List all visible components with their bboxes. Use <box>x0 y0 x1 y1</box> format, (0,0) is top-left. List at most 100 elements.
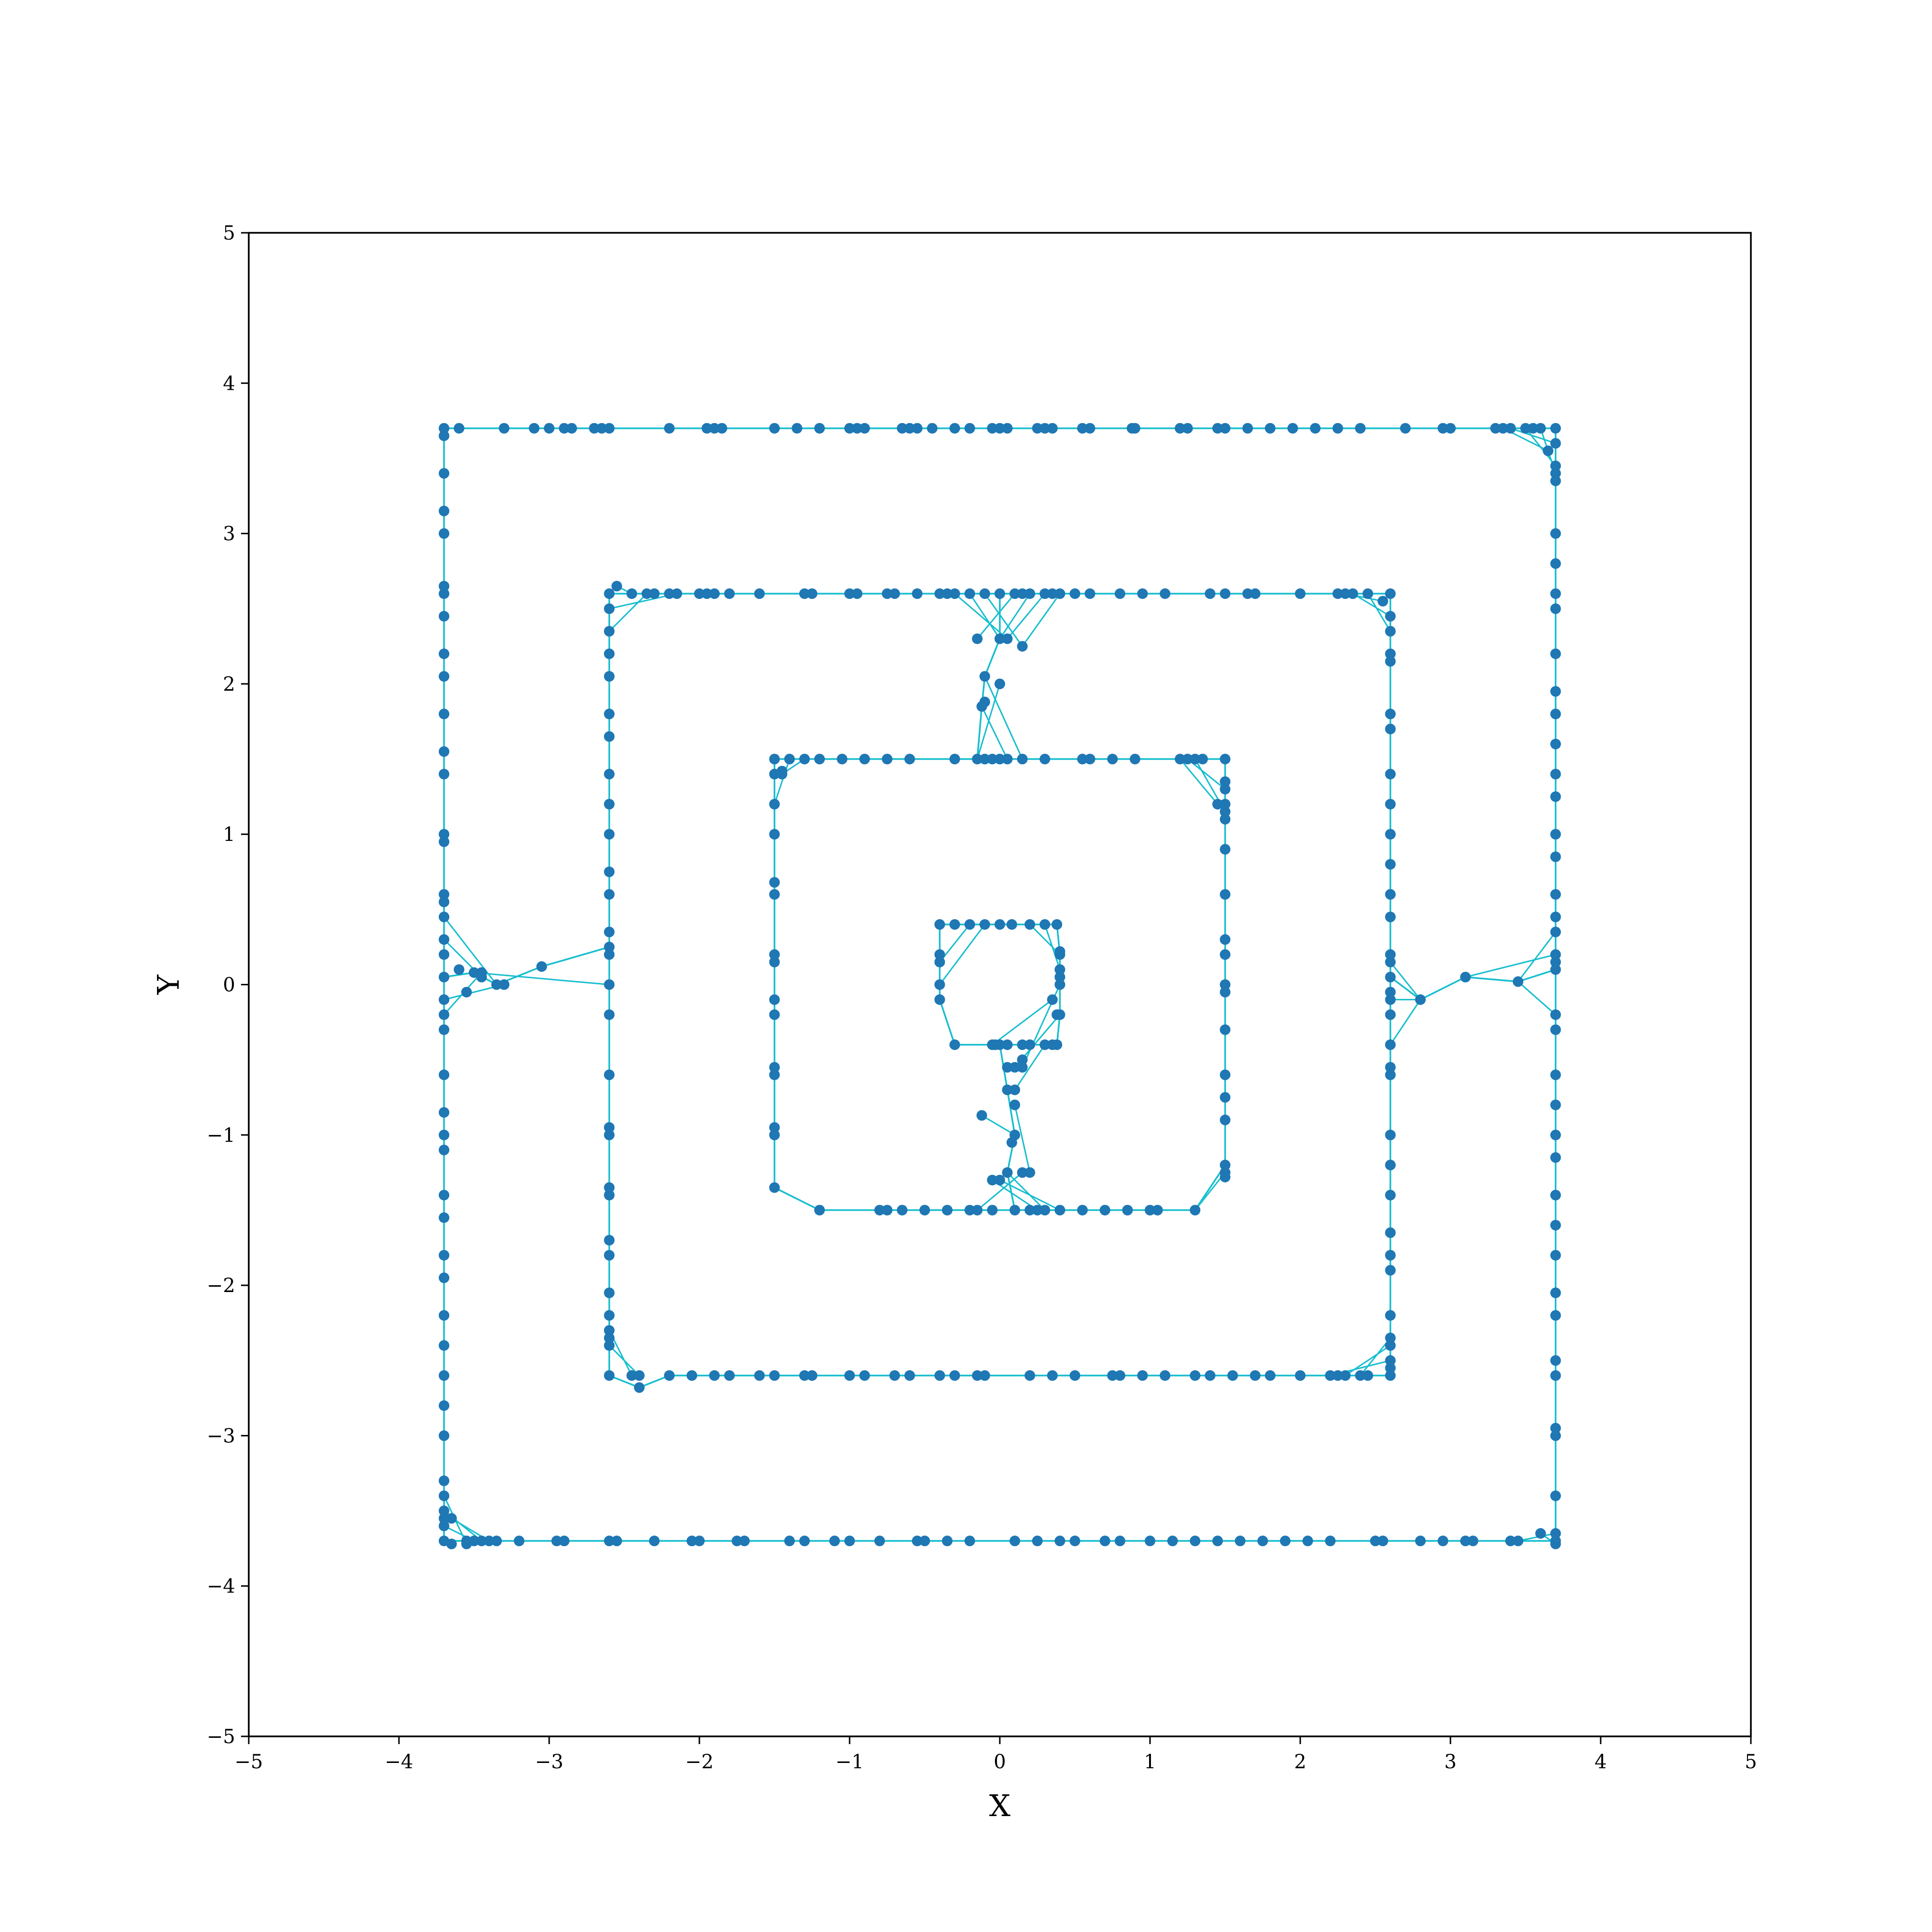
data-point <box>1550 1490 1561 1501</box>
data-point <box>439 836 450 847</box>
data-point <box>709 423 720 434</box>
points-layer <box>439 423 1561 1549</box>
data-point <box>701 588 712 599</box>
y-tick-label: −2 <box>207 1275 235 1297</box>
data-point <box>439 1069 450 1080</box>
data-point <box>1385 1190 1396 1201</box>
data-point <box>611 581 622 592</box>
data-point <box>1220 783 1231 795</box>
data-point <box>604 1190 615 1201</box>
data-point <box>1069 1370 1080 1381</box>
edge-path-outer <box>443 427 1557 1542</box>
data-point <box>1400 423 1411 434</box>
data-point <box>604 603 615 614</box>
data-point <box>649 588 660 599</box>
data-point <box>1077 423 1088 434</box>
data-point <box>1009 1205 1021 1216</box>
data-point <box>1550 1250 1561 1261</box>
data-point <box>1054 979 1065 990</box>
data-point <box>814 423 825 434</box>
data-point <box>1002 1084 1013 1095</box>
data-point <box>604 731 615 742</box>
data-point <box>1385 724 1396 735</box>
data-point <box>1077 1205 1088 1216</box>
edge-line <box>1022 593 1061 647</box>
data-point <box>769 829 780 840</box>
data-point <box>1242 588 1253 599</box>
data-point <box>604 979 615 990</box>
data-point <box>1467 1535 1478 1547</box>
data-point <box>1385 709 1396 720</box>
data-point <box>1445 423 1456 434</box>
data-point <box>1002 753 1013 765</box>
data-point <box>461 1538 472 1549</box>
data-point <box>1460 971 1471 982</box>
data-point <box>987 1205 998 1216</box>
data-point <box>491 979 502 990</box>
data-point <box>1099 1205 1110 1216</box>
data-point <box>604 1069 615 1080</box>
data-point <box>1550 1069 1561 1080</box>
data-point <box>754 1370 765 1381</box>
data-point <box>1024 588 1036 599</box>
data-point <box>1051 1009 1063 1020</box>
data-point <box>934 588 945 599</box>
data-point <box>1550 1370 1561 1381</box>
data-point <box>1017 588 1028 599</box>
data-point <box>1220 987 1231 998</box>
data-point <box>604 1310 615 1321</box>
data-point <box>439 934 450 945</box>
data-point <box>1310 423 1321 434</box>
data-point <box>454 423 465 434</box>
edge-line <box>999 593 1031 639</box>
data-point <box>589 423 600 434</box>
data-point <box>439 1009 450 1020</box>
edge-line <box>1007 593 1046 639</box>
data-point <box>1220 1167 1231 1178</box>
data-point <box>1332 423 1343 434</box>
data-point <box>881 1205 893 1216</box>
edge-line <box>981 706 1008 760</box>
data-point <box>769 423 780 434</box>
data-point <box>1077 753 1088 765</box>
data-point <box>1385 1310 1396 1321</box>
data-point <box>844 588 855 599</box>
data-point <box>1302 1535 1313 1547</box>
data-point <box>1047 1370 1058 1381</box>
data-point <box>1002 423 1013 434</box>
data-point <box>439 1506 450 1517</box>
data-point <box>1385 911 1396 923</box>
x-axis-ticks: −5 −4 −3 −2 −1 0 1 2 3 4 5 <box>235 1736 1757 1773</box>
data-point <box>1212 1535 1223 1547</box>
data-point <box>769 949 780 960</box>
data-point <box>889 588 900 599</box>
data-point <box>1175 753 1186 765</box>
edge-line <box>954 593 1008 639</box>
data-point <box>439 1475 450 1486</box>
data-point <box>769 877 780 888</box>
data-point <box>949 1370 960 1381</box>
y-tick-label: −5 <box>207 1726 235 1748</box>
data-point <box>934 956 945 967</box>
data-point <box>731 1535 742 1547</box>
data-point <box>949 1039 960 1051</box>
data-point <box>1550 1009 1561 1020</box>
data-point <box>949 588 960 599</box>
data-point <box>439 1107 450 1118</box>
data-point <box>439 648 450 659</box>
data-point <box>1550 709 1561 720</box>
data-point <box>1550 438 1561 449</box>
data-point <box>604 1122 615 1133</box>
data-point <box>919 1205 930 1216</box>
data-point <box>1039 423 1051 434</box>
data-point <box>1550 648 1561 659</box>
data-point <box>439 423 450 434</box>
edge-line <box>1517 931 1556 982</box>
data-point <box>439 1520 450 1532</box>
data-point <box>1550 791 1561 802</box>
data-point <box>1160 1370 1171 1381</box>
data-point <box>799 588 810 599</box>
data-point <box>664 1370 675 1381</box>
data-point <box>1017 1167 1028 1178</box>
